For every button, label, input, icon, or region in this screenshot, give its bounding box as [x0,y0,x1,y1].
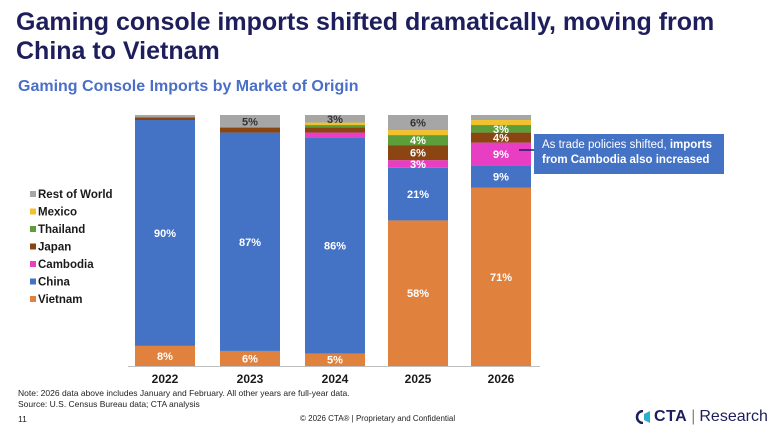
data-label-vietnam-2025: 58% [407,288,429,300]
headline: Gaming console imports shifted dramatica… [16,8,715,65]
cta-logo-icon [635,410,650,424]
bar-segment-thailand-2024 [305,125,365,128]
data-label-vietnam-2022: 8% [157,351,173,363]
data-labels-layer: 8%90%6%87%5%5%86%3%58%21%3%6%4%6%71%9%9%… [154,114,512,367]
data-label-china-2024: 86% [324,241,346,253]
chart-title: Gaming Console Imports by Market of Orig… [18,78,359,95]
legend-label-cambodia: Cambodia [38,259,94,271]
legend-label-mexico: Mexico [38,207,77,219]
data-label-japan-2025: 6% [410,148,426,160]
data-label-china-2025: 21% [407,189,429,201]
footnote: Note: 2026 data above includes January a… [18,388,350,409]
data-label-rest-of-world-2025: 6% [410,118,426,130]
legend-label-vietnam: Vietnam [38,294,83,306]
legend-swatch-japan [30,243,36,250]
bar-segment-china-2025 [388,167,448,221]
data-label-cambodia-2025: 3% [410,159,426,171]
legend-swatch-vietnam [30,296,36,302]
data-label-rest-of-world-2023: 5% [242,116,258,128]
data-label-thailand-2025: 4% [410,135,426,147]
bar-segment-china-2024 [305,137,365,354]
legend-swatch-rest-of-world [30,191,36,197]
data-label-vietnam-2024: 5% [327,355,343,367]
data-label-cambodia-2026: 9% [493,149,509,161]
data-label-vietnam-2023: 6% [242,353,258,365]
bar-segment-rest-of-world-2024 [305,115,365,123]
bars-layer [135,115,531,366]
bar-segment-rest-of-world-2022 [135,115,195,118]
bar-segment-vietnam-2025 [388,220,448,366]
bar-segment-cambodia-2025 [388,160,448,168]
x-axis: 2022 2023 2024 2025 2026 [128,366,540,386]
x-tick-label-2025: 2025 [405,372,432,386]
x-tick-label-2026: 2026 [488,372,515,386]
data-label-china-2026: 9% [493,171,509,183]
legend-swatch-thailand [30,226,36,232]
callout-text: As trade policies shifted, [542,139,670,151]
legend-swatch-cambodia [30,261,36,267]
logo-division: Research [699,408,768,425]
legend-label-japan: Japan [38,242,71,254]
bar-segment-thailand-2025 [388,135,448,146]
x-tick-label-2023: 2023 [237,372,264,386]
x-tick-label-2022: 2022 [152,372,179,386]
bar-segment-japan-2024 [305,127,365,133]
legend-label-china: China [38,277,71,289]
bar-segment-china-2023 [220,132,280,351]
bar-segment-vietnam-2022 [135,345,195,366]
copyright: © 2026 CTA® | Proprietary and Confidenti… [300,414,456,423]
legend: Rest of World Mexico Thailand Japan Cambodia… [30,189,113,306]
bar-segment-vietnam-2026 [471,187,531,366]
bar-segment-rest-of-world-2025 [388,115,448,131]
bar-segment-mexico-2024 [305,122,365,126]
x-tick-label-2024: 2024 [322,372,349,386]
bar-segment-japan-2023 [220,127,280,133]
source-text: Source: U.S. Census Bureau data; CTA ana… [18,398,200,409]
callout-box: As trade policies shifted, imports from … [534,134,724,174]
bar-segment-japan-2025 [388,145,448,161]
data-label-china-2022: 90% [154,228,176,240]
bar-segment-cambodia-2024 [305,132,365,138]
data-label-china-2023: 87% [239,237,261,249]
data-label-thailand-2026: 3% [493,124,509,136]
bar-segment-rest-of-world-2023 [220,115,280,128]
bar-segment-vietnam-2024 [305,353,365,366]
logo-brand: CTA [654,408,688,425]
data-label-rest-of-world-2024: 3% [327,114,343,126]
bar-segment-japan-2022 [135,117,195,121]
page-number: 11 [18,414,27,424]
callout-bold-text: imports from Cambodia also increased [542,139,713,166]
data-label-japan-2026: 4% [493,133,509,145]
bar-segment-thailand-2026 [471,125,531,133]
bar-segment-china-2022 [135,120,195,346]
bar-segment-china-2026 [471,165,531,188]
bar-segment-mexico-2026 [471,120,531,126]
bar-segment-vietnam-2023 [220,350,280,366]
legend-label-thailand: Thailand [38,224,85,236]
logo-separator: | [691,408,696,425]
legend-swatch-mexico [30,208,36,215]
data-label-vietnam-2026: 71% [490,272,512,284]
legend-swatch-china [30,278,36,285]
cta-research-logo: CTA | Research [634,408,768,426]
legend-label-rest-of-world: Rest of World [38,189,113,201]
note-text: Note: 2026 data above includes January a… [18,388,350,398]
bar-segment-cambodia-2026 [471,142,531,166]
bar-segment-rest-of-world-2026 [471,115,531,121]
bar-segment-mexico-2025 [388,130,448,136]
bar-segment-japan-2026 [471,132,531,143]
